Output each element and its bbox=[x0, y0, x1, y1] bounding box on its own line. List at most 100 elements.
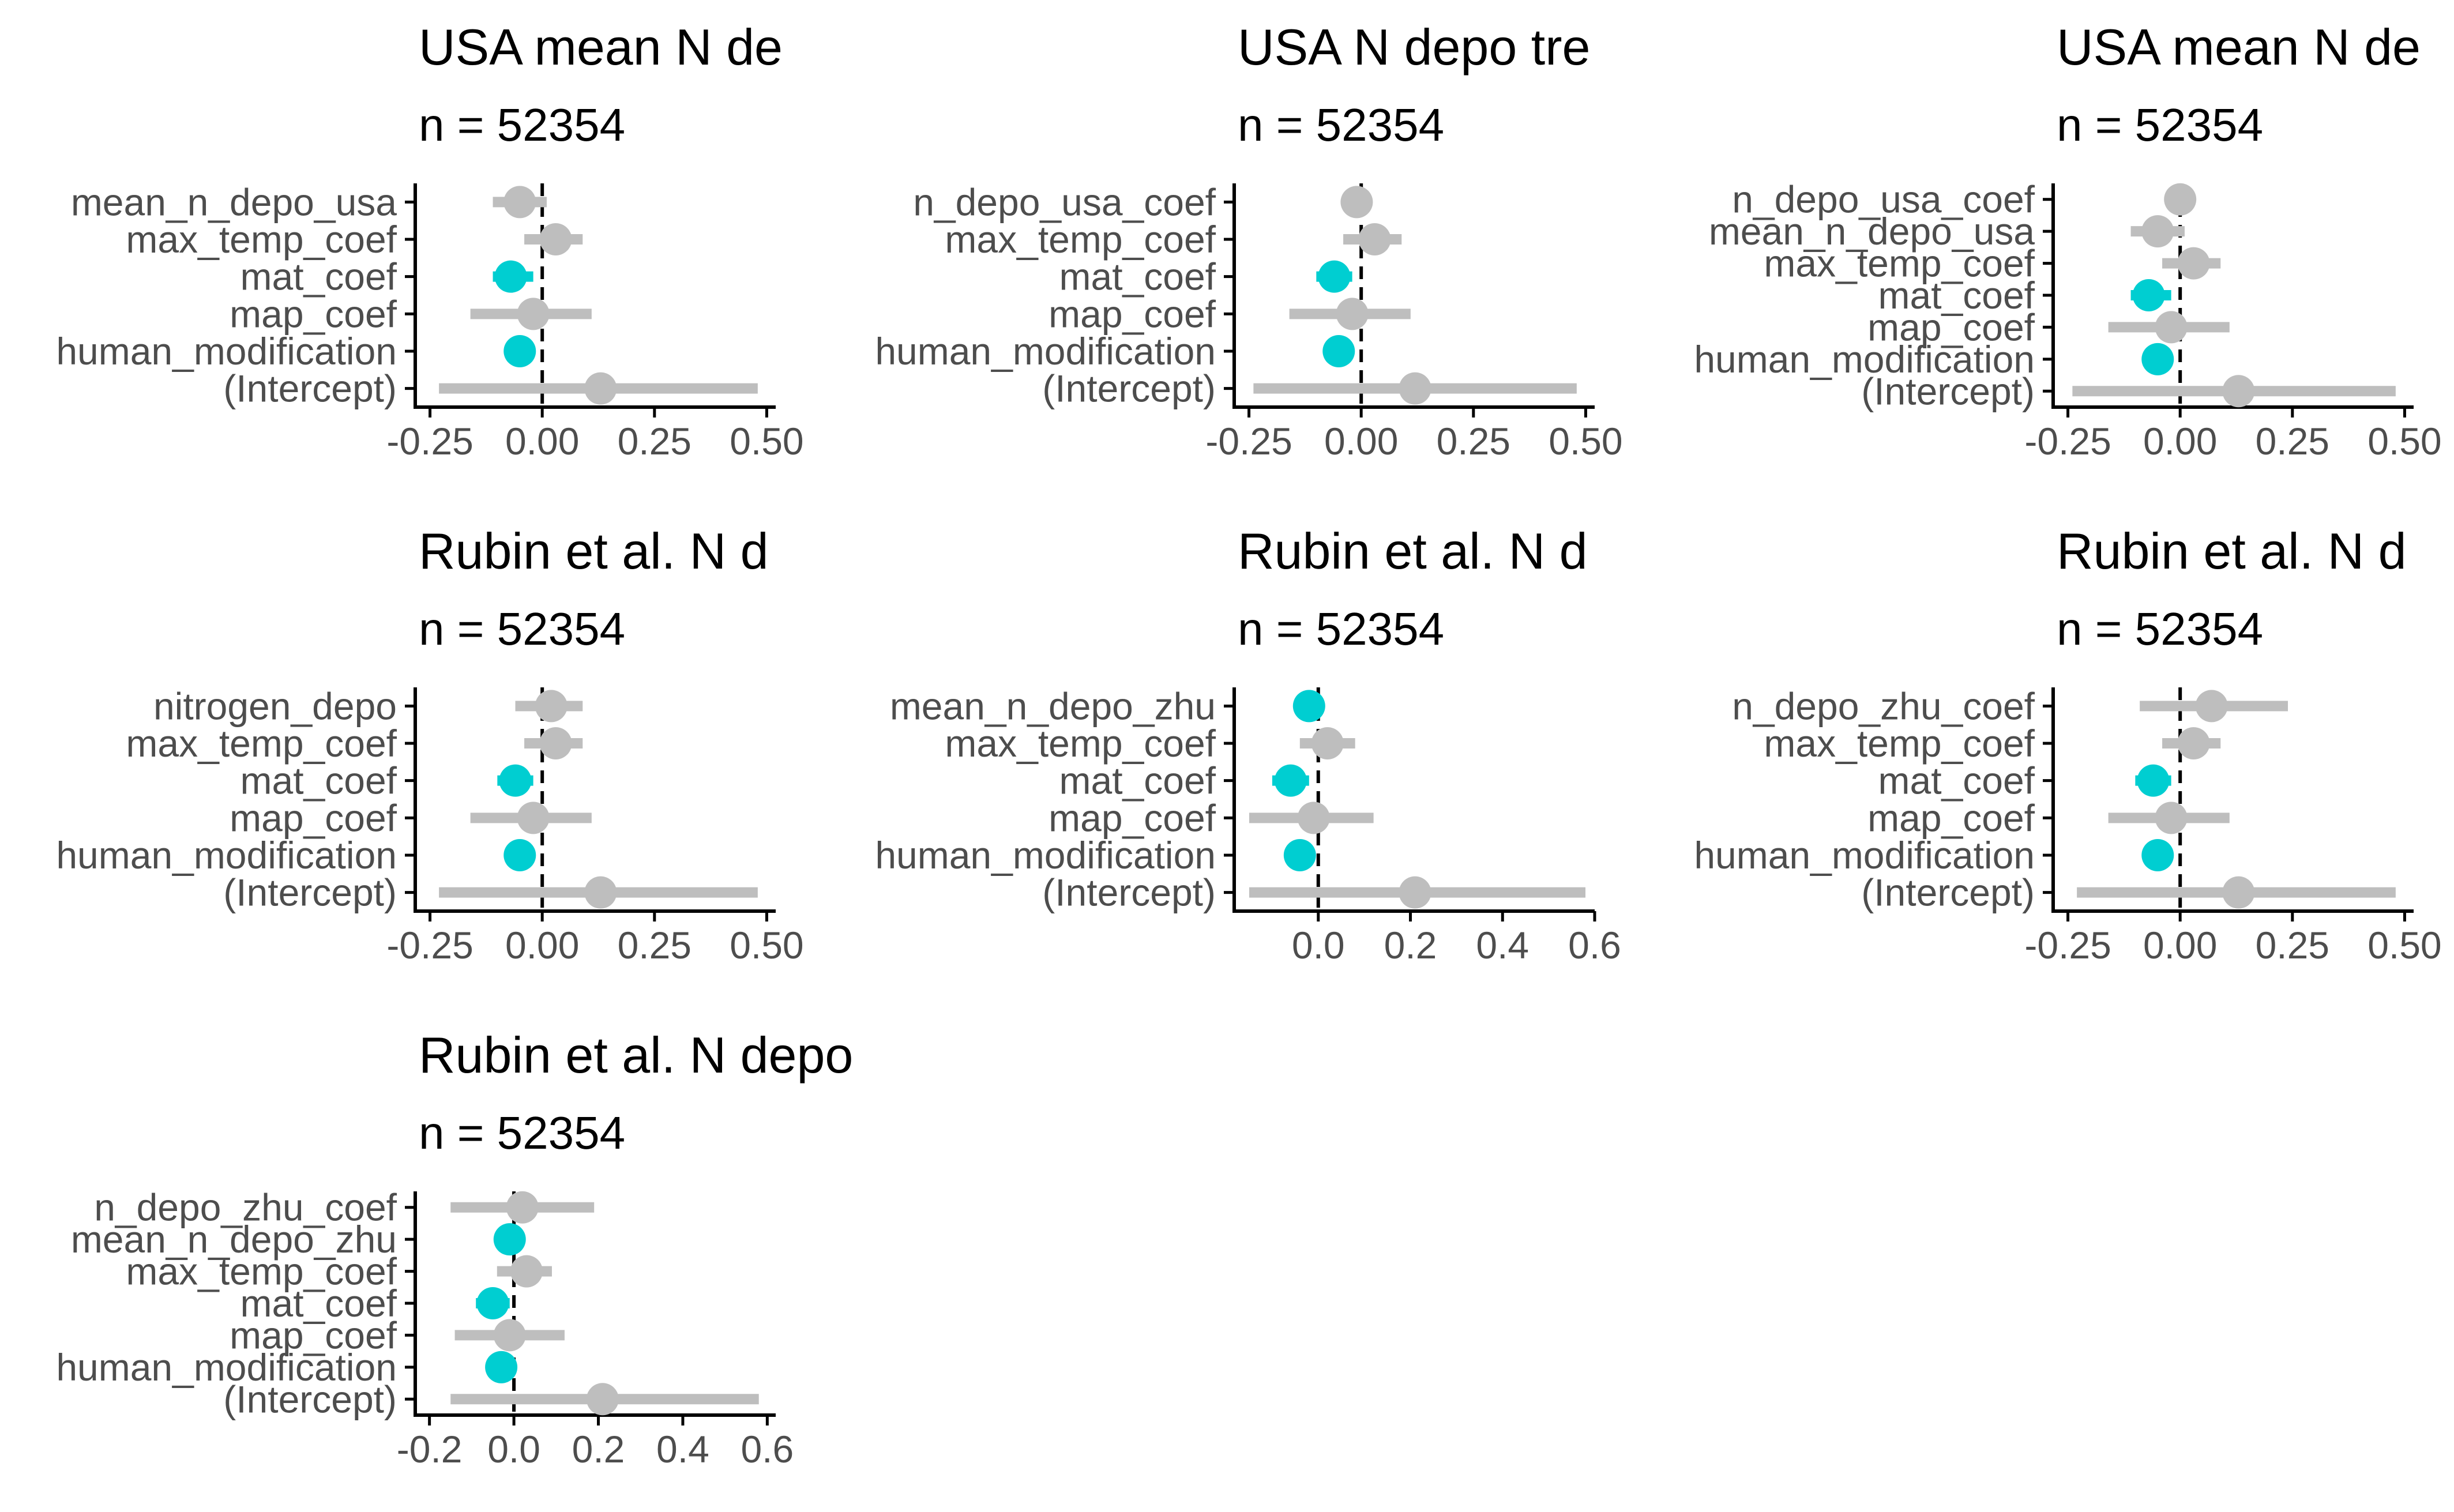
y-tick-label: mat_coef bbox=[1878, 759, 2035, 802]
x-tick-label: 0.50 bbox=[2367, 924, 2441, 966]
coefficient-point bbox=[1336, 298, 1369, 330]
panel-subtitle: n = 52354 bbox=[419, 603, 625, 655]
panel-title: USA N depo tre bbox=[1238, 18, 1590, 76]
x-tick-label: 0.25 bbox=[618, 924, 692, 966]
panel-subtitle: n = 52354 bbox=[2057, 603, 2263, 655]
coefficient-point bbox=[493, 1223, 526, 1256]
x-tick-label: 0.00 bbox=[505, 924, 579, 966]
coefficient-point bbox=[584, 372, 617, 405]
x-tick-label: 0.00 bbox=[2143, 924, 2217, 966]
panel-title: Rubin et al. N d bbox=[419, 522, 769, 580]
panel-4: Rubin et al. N d n = 52354 -0.25 0.00 0.25 0.… bbox=[56, 522, 803, 966]
panel-subtitle: n = 52354 bbox=[1238, 99, 1444, 151]
x-tick-label: 0.25 bbox=[2256, 924, 2329, 966]
y-tick-label: mean_n_depo_zhu bbox=[890, 684, 1216, 727]
panel-3: USA mean N de n = 52354 -0.25 0.00 0.25 0.50 n… bbox=[1694, 18, 2441, 462]
coefficient-point bbox=[506, 1191, 539, 1224]
coefficient-point bbox=[2177, 727, 2210, 759]
coefficient-point bbox=[2155, 311, 2188, 344]
panel-subtitle: n = 52354 bbox=[1238, 603, 1444, 655]
coefficient-point bbox=[1322, 335, 1355, 367]
y-tick-label: max_temp_coef bbox=[1764, 242, 2035, 285]
y-tick-label: (Intercept) bbox=[1042, 871, 1216, 914]
coefficient-point bbox=[2164, 183, 2197, 216]
y-tick-label: human_modification bbox=[1694, 338, 2035, 381]
y-tick-label: human_modification bbox=[1694, 834, 2035, 877]
y-tick-label: n_depo_zhu_coef bbox=[1732, 684, 2035, 727]
y-tick-label: mat_coef bbox=[1878, 274, 2035, 317]
y-tick-label: max_temp_coef bbox=[126, 1250, 397, 1293]
y-tick-label: mat_coef bbox=[240, 1282, 397, 1325]
coefficient-point bbox=[1399, 372, 1431, 405]
y-tick-label: map_coef bbox=[230, 1314, 397, 1356]
x-tick-label: 0.4 bbox=[1476, 924, 1529, 966]
y-tick-label: mat_coef bbox=[240, 759, 397, 802]
panel-title: USA mean N de bbox=[419, 18, 783, 76]
y-tick-label: human_modification bbox=[875, 330, 1216, 373]
coefficient-point bbox=[1297, 802, 1330, 834]
coefficient-point bbox=[494, 260, 527, 293]
y-tick-label: human_modification bbox=[56, 330, 397, 373]
coefficient-point bbox=[2132, 279, 2165, 311]
panel-7: Rubin et al. N depo n = 52354 -0.2 0.0 0.2 0.… bbox=[56, 1026, 853, 1470]
y-tick-label: max_temp_coef bbox=[126, 218, 397, 261]
coefficient-point bbox=[2155, 802, 2188, 834]
y-tick-label: mean_n_depo_usa bbox=[1709, 210, 2035, 253]
panel-5: Rubin et al. N d n = 52354 0.0 0.2 0.4 0.6 mea… bbox=[875, 522, 1621, 966]
panel-2: USA N depo tre n = 52354 -0.25 0.00 0.25 0.50… bbox=[875, 18, 1622, 462]
panel-title: Rubin et al. N depo bbox=[419, 1026, 853, 1084]
y-tick-label: mat_coef bbox=[1059, 759, 1216, 802]
coefficient-point bbox=[1292, 690, 1325, 723]
coefficient-point bbox=[2195, 690, 2228, 723]
y-tick-label: (Intercept) bbox=[223, 871, 397, 914]
x-tick-label: 0.50 bbox=[2367, 420, 2441, 462]
x-tick-label: 0.00 bbox=[1324, 420, 1398, 462]
coefficient-point bbox=[1340, 186, 1373, 219]
x-tick-label: 0.50 bbox=[730, 924, 803, 966]
x-tick-label: -0.2 bbox=[397, 1428, 463, 1470]
coefficient-point bbox=[2141, 343, 2174, 375]
x-tick-label: 0.25 bbox=[2256, 420, 2329, 462]
y-tick-label: mean_n_depo_zhu bbox=[71, 1218, 397, 1261]
y-tick-label: n_depo_zhu_coef bbox=[94, 1186, 397, 1229]
y-tick-label: human_modification bbox=[56, 1346, 397, 1389]
coefficient-point bbox=[584, 876, 617, 909]
panel-subtitle: n = 52354 bbox=[2057, 99, 2263, 151]
coefficient-point bbox=[493, 1319, 526, 1352]
x-tick-label: 0.6 bbox=[741, 1428, 794, 1470]
coefficient-point bbox=[586, 1383, 619, 1416]
coefficient-point bbox=[539, 223, 572, 255]
y-tick-label: human_modification bbox=[875, 834, 1216, 877]
coefficient-point bbox=[2222, 876, 2255, 909]
coefficient-point bbox=[1318, 260, 1351, 293]
coefficient-point bbox=[539, 727, 572, 759]
y-tick-label: max_temp_coef bbox=[126, 722, 397, 765]
coefficient-point bbox=[1283, 839, 1316, 871]
coefficient-point bbox=[2137, 764, 2170, 797]
y-tick-label: max_temp_coef bbox=[1764, 722, 2035, 765]
y-tick-label: (Intercept) bbox=[1861, 370, 2035, 412]
coefficient-point bbox=[503, 839, 536, 871]
y-tick-label: n_depo_usa_coef bbox=[1732, 178, 2035, 221]
panel-1: USA mean N de n = 52354 -0.25 0.00 0.25 0.50 m… bbox=[56, 18, 803, 462]
panel-subtitle: n = 52354 bbox=[419, 1107, 625, 1159]
x-tick-label: 0.2 bbox=[572, 1428, 625, 1470]
panel-title: Rubin et al. N d bbox=[2057, 522, 2407, 580]
y-tick-label: human_modification bbox=[56, 834, 397, 877]
y-tick-label: mat_coef bbox=[1059, 255, 1216, 298]
x-tick-label: 0.25 bbox=[618, 420, 692, 462]
x-tick-label: 0.50 bbox=[1549, 420, 1622, 462]
x-tick-label: 0.6 bbox=[1568, 924, 1621, 966]
x-tick-label: 0.2 bbox=[1384, 924, 1437, 966]
panel-subtitle: n = 52354 bbox=[419, 99, 625, 151]
panel-6: Rubin et al. N d n = 52354 -0.25 0.00 0.25 0.… bbox=[1694, 522, 2441, 966]
coefficient-point bbox=[1358, 223, 1391, 255]
y-tick-label: map_coef bbox=[230, 796, 397, 839]
x-tick-label: -0.25 bbox=[386, 924, 473, 966]
panel-title: Rubin et al. N d bbox=[1238, 522, 1588, 580]
coefficient-point bbox=[2222, 375, 2255, 408]
panel-title: USA mean N de bbox=[2057, 18, 2421, 76]
x-tick-label: 0.0 bbox=[1292, 924, 1345, 966]
y-tick-label: max_temp_coef bbox=[945, 218, 1216, 261]
